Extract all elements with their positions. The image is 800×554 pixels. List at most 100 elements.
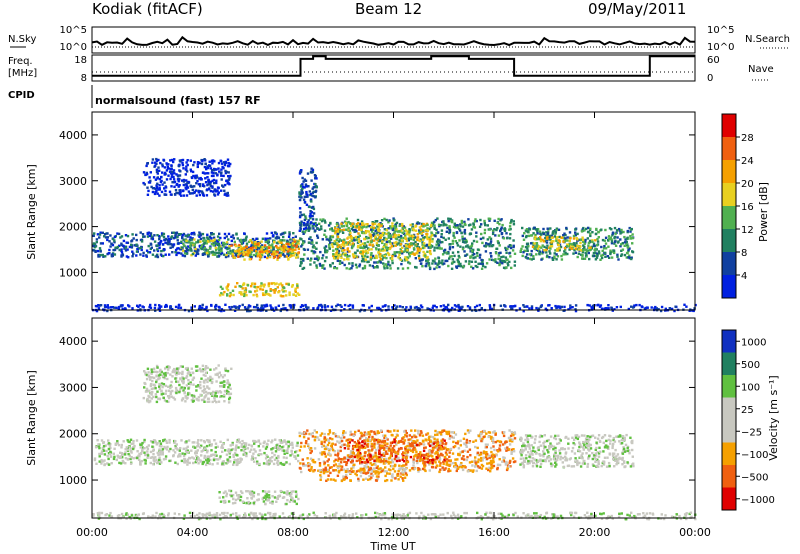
data-cell	[352, 254, 355, 257]
data-cell	[523, 305, 526, 308]
data-cell	[159, 453, 162, 456]
data-cell	[447, 310, 451, 313]
data-cell	[93, 242, 96, 246]
data-cell	[282, 235, 285, 239]
data-cell	[198, 193, 202, 197]
data-cell	[153, 249, 156, 252]
data-cell	[246, 309, 249, 313]
data-cell	[512, 460, 516, 464]
data-cell	[182, 183, 185, 187]
data-cell	[398, 224, 401, 227]
data-cell	[522, 251, 525, 254]
data-cell	[240, 240, 243, 243]
data-cell	[248, 254, 251, 258]
data-cell	[413, 306, 417, 309]
data-cell	[275, 282, 278, 285]
data-cell	[287, 440, 291, 444]
data-cell	[155, 184, 158, 187]
data-cell	[128, 454, 131, 457]
data-cell	[261, 246, 264, 249]
data-cell	[241, 254, 245, 258]
data-cell	[616, 236, 619, 239]
data-cell	[385, 457, 388, 461]
data-cell	[220, 174, 223, 177]
data-cell	[393, 251, 396, 254]
data-cell	[169, 172, 173, 175]
data-cell	[355, 223, 358, 226]
data-cell	[526, 257, 529, 260]
data-cell	[287, 257, 290, 260]
data-cell	[279, 489, 282, 493]
data-cell	[376, 442, 379, 446]
data-cell	[126, 457, 130, 461]
data-cell	[433, 446, 436, 449]
data-cell	[560, 254, 563, 258]
data-cell	[237, 255, 240, 258]
data-cell	[358, 240, 361, 243]
data-cell	[208, 160, 211, 163]
data-cell	[398, 257, 401, 260]
data-cell	[242, 250, 245, 254]
data-cell	[442, 304, 445, 307]
data-cell	[500, 232, 504, 236]
data-cell	[132, 237, 135, 240]
data-cell	[348, 262, 351, 265]
data-cell	[97, 304, 100, 307]
data-cell	[448, 230, 451, 234]
data-cell	[182, 249, 185, 252]
data-cell	[146, 450, 149, 453]
data-cell	[489, 252, 492, 255]
data-cell	[439, 468, 442, 471]
data-cell	[254, 440, 258, 443]
data-cell	[341, 243, 344, 246]
data-cell	[438, 247, 442, 250]
data-cell	[485, 262, 489, 265]
data-cell	[164, 455, 168, 458]
data-cell	[512, 239, 515, 242]
data-cell	[171, 231, 174, 234]
data-cell	[315, 218, 318, 221]
data-cell	[266, 249, 269, 253]
data-cell	[113, 235, 117, 239]
data-cell	[223, 232, 227, 236]
data-cell	[288, 231, 291, 234]
data-cell	[604, 251, 607, 255]
data-cell	[498, 458, 501, 461]
data-cell	[440, 247, 443, 250]
data-cell	[119, 455, 122, 458]
data-cell	[168, 170, 172, 173]
data-cell	[383, 232, 386, 235]
data-cell	[223, 183, 227, 187]
data-cell	[193, 441, 196, 444]
data-cell	[365, 249, 368, 253]
data-cell	[160, 175, 163, 179]
data-cell	[300, 470, 303, 474]
data-cell	[286, 451, 289, 455]
data-cell	[387, 253, 391, 256]
data-cell	[218, 306, 221, 309]
freq-label-line2: [MHz]	[8, 68, 37, 79]
data-cell	[126, 234, 130, 238]
data-cell	[425, 262, 428, 265]
data-cell	[631, 236, 634, 240]
data-cell	[480, 307, 483, 310]
data-cell	[564, 237, 567, 240]
data-cell	[451, 246, 455, 249]
data-cell	[225, 453, 229, 456]
data-cell	[192, 174, 195, 178]
data-cell	[364, 258, 367, 261]
data-cell	[458, 256, 461, 259]
data-cell	[248, 450, 252, 453]
data-cell	[148, 176, 151, 179]
data-cell	[625, 256, 628, 259]
data-cell	[354, 235, 357, 239]
y-tick-label: 1000	[59, 266, 87, 279]
data-cell	[220, 292, 223, 295]
data-cell	[261, 288, 265, 291]
data-cell	[182, 447, 185, 450]
data-cell	[408, 245, 411, 249]
data-cell	[243, 306, 247, 309]
data-cell	[103, 463, 106, 467]
data-cell	[564, 253, 567, 256]
data-cell	[217, 242, 221, 246]
